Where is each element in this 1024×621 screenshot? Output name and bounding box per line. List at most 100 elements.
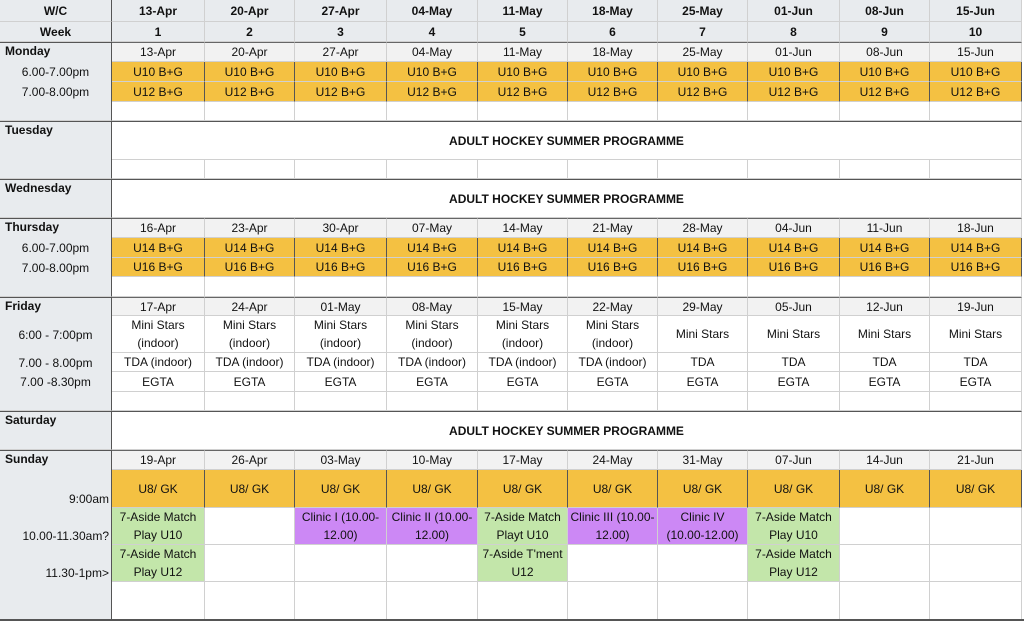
friday-session-cell[interactable]: TDA (indoor) xyxy=(478,353,568,372)
friday-date[interactable]: 24-Apr xyxy=(205,297,295,316)
thursday-session-cell[interactable]: U16 B+G xyxy=(748,258,840,277)
sunday-date[interactable]: 21-Jun xyxy=(930,450,1022,470)
monday-session-cell[interactable]: U12 B+G xyxy=(295,82,387,102)
week-commencing-date[interactable]: 20-Apr xyxy=(205,0,295,22)
friday-session-cell[interactable]: TDA (indoor) xyxy=(568,353,658,372)
sunday-session-cell[interactable]: U8/ GK xyxy=(205,470,295,508)
empty-cell[interactable] xyxy=(387,160,478,179)
sunday-session-cell[interactable] xyxy=(840,545,930,582)
friday-session-cell[interactable]: Mini Stars (indoor) xyxy=(568,316,658,353)
thursday-date[interactable]: 21-May xyxy=(568,218,658,238)
monday-date[interactable]: 27-Apr xyxy=(295,42,387,62)
week-commencing-date[interactable]: 04-May xyxy=(387,0,478,22)
friday-date[interactable]: 05-Jun xyxy=(748,297,840,316)
sunday-date[interactable]: 19-Apr xyxy=(112,450,205,470)
week-commencing-date[interactable]: 01-Jun xyxy=(748,0,840,22)
thursday-session-cell[interactable]: U16 B+G xyxy=(658,258,748,277)
sunday-session-cell[interactable]: 7-Aside Match Play U12 xyxy=(112,545,205,582)
week-number[interactable]: 10 xyxy=(930,22,1022,42)
friday-session-cell[interactable]: Mini Stars (indoor) xyxy=(478,316,568,353)
sunday-session-cell[interactable] xyxy=(658,545,748,582)
friday-session-cell[interactable]: TDA (indoor) xyxy=(205,353,295,372)
empty-cell[interactable] xyxy=(930,102,1022,121)
friday-session-cell[interactable]: TDA xyxy=(930,353,1022,372)
empty-cell[interactable] xyxy=(205,160,295,179)
empty-cell[interactable] xyxy=(930,160,1022,179)
thursday-session-cell[interactable]: U14 B+G xyxy=(658,238,748,258)
week-number[interactable]: 6 xyxy=(568,22,658,42)
empty-cell[interactable] xyxy=(112,277,205,297)
sunday-date[interactable]: 10-May xyxy=(387,450,478,470)
friday-date[interactable]: 19-Jun xyxy=(930,297,1022,316)
monday-session-cell[interactable]: U10 B+G xyxy=(568,62,658,82)
monday-date[interactable]: 20-Apr xyxy=(205,42,295,62)
monday-session-cell[interactable]: U10 B+G xyxy=(930,62,1022,82)
empty-cell[interactable] xyxy=(930,582,1022,620)
friday-session-cell[interactable]: EGTA xyxy=(840,372,930,392)
empty-cell[interactable] xyxy=(112,160,205,179)
empty-cell[interactable] xyxy=(568,160,658,179)
sunday-session-cell[interactable]: U8/ GK xyxy=(568,470,658,508)
thursday-session-cell[interactable]: U16 B+G xyxy=(478,258,568,277)
empty-cell[interactable] xyxy=(387,582,478,620)
week-commencing-date[interactable]: 27-Apr xyxy=(295,0,387,22)
week-commencing-date[interactable]: 18-May xyxy=(568,0,658,22)
sunday-date[interactable]: 31-May xyxy=(658,450,748,470)
week-number[interactable]: 9 xyxy=(840,22,930,42)
friday-session-cell[interactable]: EGTA xyxy=(478,372,568,392)
thursday-session-cell[interactable]: U14 B+G xyxy=(840,238,930,258)
empty-cell[interactable] xyxy=(387,392,478,411)
empty-cell[interactable] xyxy=(478,392,568,411)
sunday-date[interactable]: 17-May xyxy=(478,450,568,470)
monday-session-cell[interactable]: U10 B+G xyxy=(387,62,478,82)
monday-session-cell[interactable]: U10 B+G xyxy=(295,62,387,82)
friday-session-cell[interactable]: EGTA xyxy=(295,372,387,392)
thursday-date[interactable]: 23-Apr xyxy=(205,218,295,238)
week-number[interactable]: 2 xyxy=(205,22,295,42)
friday-session-cell[interactable]: Mini Stars xyxy=(930,316,1022,353)
empty-cell[interactable] xyxy=(478,160,568,179)
empty-cell[interactable] xyxy=(748,277,840,297)
monday-session-cell[interactable]: U12 B+G xyxy=(658,82,748,102)
empty-cell[interactable] xyxy=(478,582,568,620)
thursday-date[interactable]: 30-Apr xyxy=(295,218,387,238)
friday-session-cell[interactable]: TDA xyxy=(658,353,748,372)
empty-cell[interactable] xyxy=(295,582,387,620)
monday-session-cell[interactable]: U12 B+G xyxy=(568,82,658,102)
empty-cell[interactable] xyxy=(930,392,1022,411)
monday-session-cell[interactable]: U10 B+G xyxy=(112,62,205,82)
sunday-session-cell[interactable]: Clinic II (10.00-12.00) xyxy=(387,508,478,545)
friday-session-cell[interactable]: Mini Stars (indoor) xyxy=(205,316,295,353)
friday-session-cell[interactable]: Mini Stars xyxy=(658,316,748,353)
empty-cell[interactable] xyxy=(295,277,387,297)
monday-date[interactable]: 13-Apr xyxy=(112,42,205,62)
empty-cell[interactable] xyxy=(205,277,295,297)
friday-session-cell[interactable]: EGTA xyxy=(568,372,658,392)
sunday-session-cell[interactable]: U8/ GK xyxy=(658,470,748,508)
monday-date[interactable]: 18-May xyxy=(568,42,658,62)
friday-session-cell[interactable]: TDA (indoor) xyxy=(112,353,205,372)
week-number[interactable]: 7 xyxy=(658,22,748,42)
thursday-session-cell[interactable]: U14 B+G xyxy=(295,238,387,258)
friday-session-cell[interactable]: TDA xyxy=(748,353,840,372)
week-commencing-date[interactable]: 08-Jun xyxy=(840,0,930,22)
sunday-session-cell[interactable]: U8/ GK xyxy=(478,470,568,508)
thursday-session-cell[interactable]: U14 B+G xyxy=(930,238,1022,258)
sunday-session-cell[interactable]: U8/ GK xyxy=(748,470,840,508)
empty-cell[interactable] xyxy=(568,392,658,411)
sunday-session-cell[interactable]: Clinic IV (10.00-12.00) xyxy=(658,508,748,545)
friday-session-cell[interactable]: EGTA xyxy=(748,372,840,392)
friday-session-cell[interactable]: EGTA xyxy=(387,372,478,392)
sunday-session-cell[interactable]: 7-Aside Match Play U12 xyxy=(748,545,840,582)
sunday-session-cell[interactable]: 7-Aside T'ment U12 xyxy=(478,545,568,582)
friday-session-cell[interactable]: TDA (indoor) xyxy=(295,353,387,372)
thursday-session-cell[interactable]: U14 B+G xyxy=(478,238,568,258)
empty-cell[interactable] xyxy=(478,277,568,297)
empty-cell[interactable] xyxy=(658,160,748,179)
sunday-session-cell[interactable]: U8/ GK xyxy=(840,470,930,508)
thursday-session-cell[interactable]: U14 B+G xyxy=(112,238,205,258)
friday-date[interactable]: 17-Apr xyxy=(112,297,205,316)
sunday-session-cell[interactable] xyxy=(930,508,1022,545)
monday-session-cell[interactable]: U10 B+G xyxy=(205,62,295,82)
friday-session-cell[interactable]: Mini Stars xyxy=(840,316,930,353)
